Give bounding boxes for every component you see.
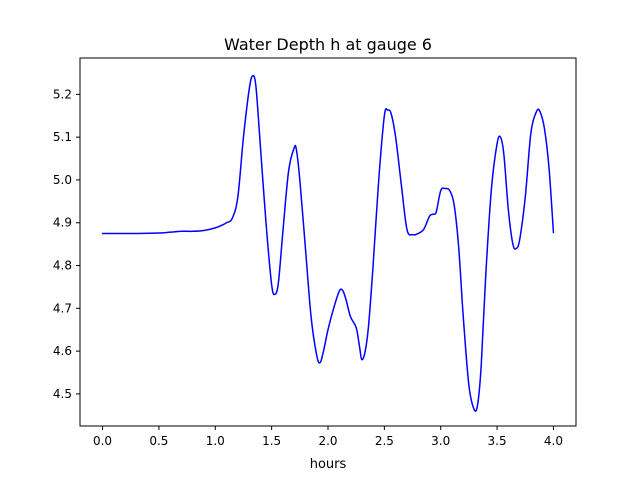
x-tick-label: 1.5 xyxy=(262,434,281,448)
x-tick-label: 0.5 xyxy=(149,434,168,448)
series-layer xyxy=(101,74,555,413)
x-tick-label: 1.0 xyxy=(206,434,225,448)
chart-title: Water Depth h at gauge 6 xyxy=(224,35,432,54)
y-tick-label: 4.6 xyxy=(53,344,72,358)
x-tick-label: 3.5 xyxy=(488,434,507,448)
y-tick-label: 5.0 xyxy=(53,173,72,187)
x-axis-label: hours xyxy=(310,457,347,472)
y-axis-ticks: 4.5 4.6 4.7 4.8 4.9 5.0 5.1 5.2 xyxy=(53,87,80,401)
y-tick-label: 5.2 xyxy=(53,87,72,101)
y-tick-label: 5.1 xyxy=(53,130,72,144)
plot-frame xyxy=(79,57,577,427)
series-line-0 xyxy=(101,74,555,413)
y-tick-label: 4.9 xyxy=(53,216,72,230)
y-tick-label: 4.5 xyxy=(53,387,72,401)
x-tick-label: 2.0 xyxy=(318,434,337,448)
y-tick-label: 4.7 xyxy=(53,301,72,315)
x-tick-label: 2.5 xyxy=(375,434,394,448)
x-tick-label: 0.0 xyxy=(93,434,112,448)
x-tick-label: 3.0 xyxy=(431,434,450,448)
x-axis-ticks: 0.0 0.5 1.0 1.5 2.0 2.5 3.0 3.5 4.0 xyxy=(93,426,563,448)
x-tick-label: 4.0 xyxy=(544,434,563,448)
y-tick-label: 4.8 xyxy=(53,259,72,273)
